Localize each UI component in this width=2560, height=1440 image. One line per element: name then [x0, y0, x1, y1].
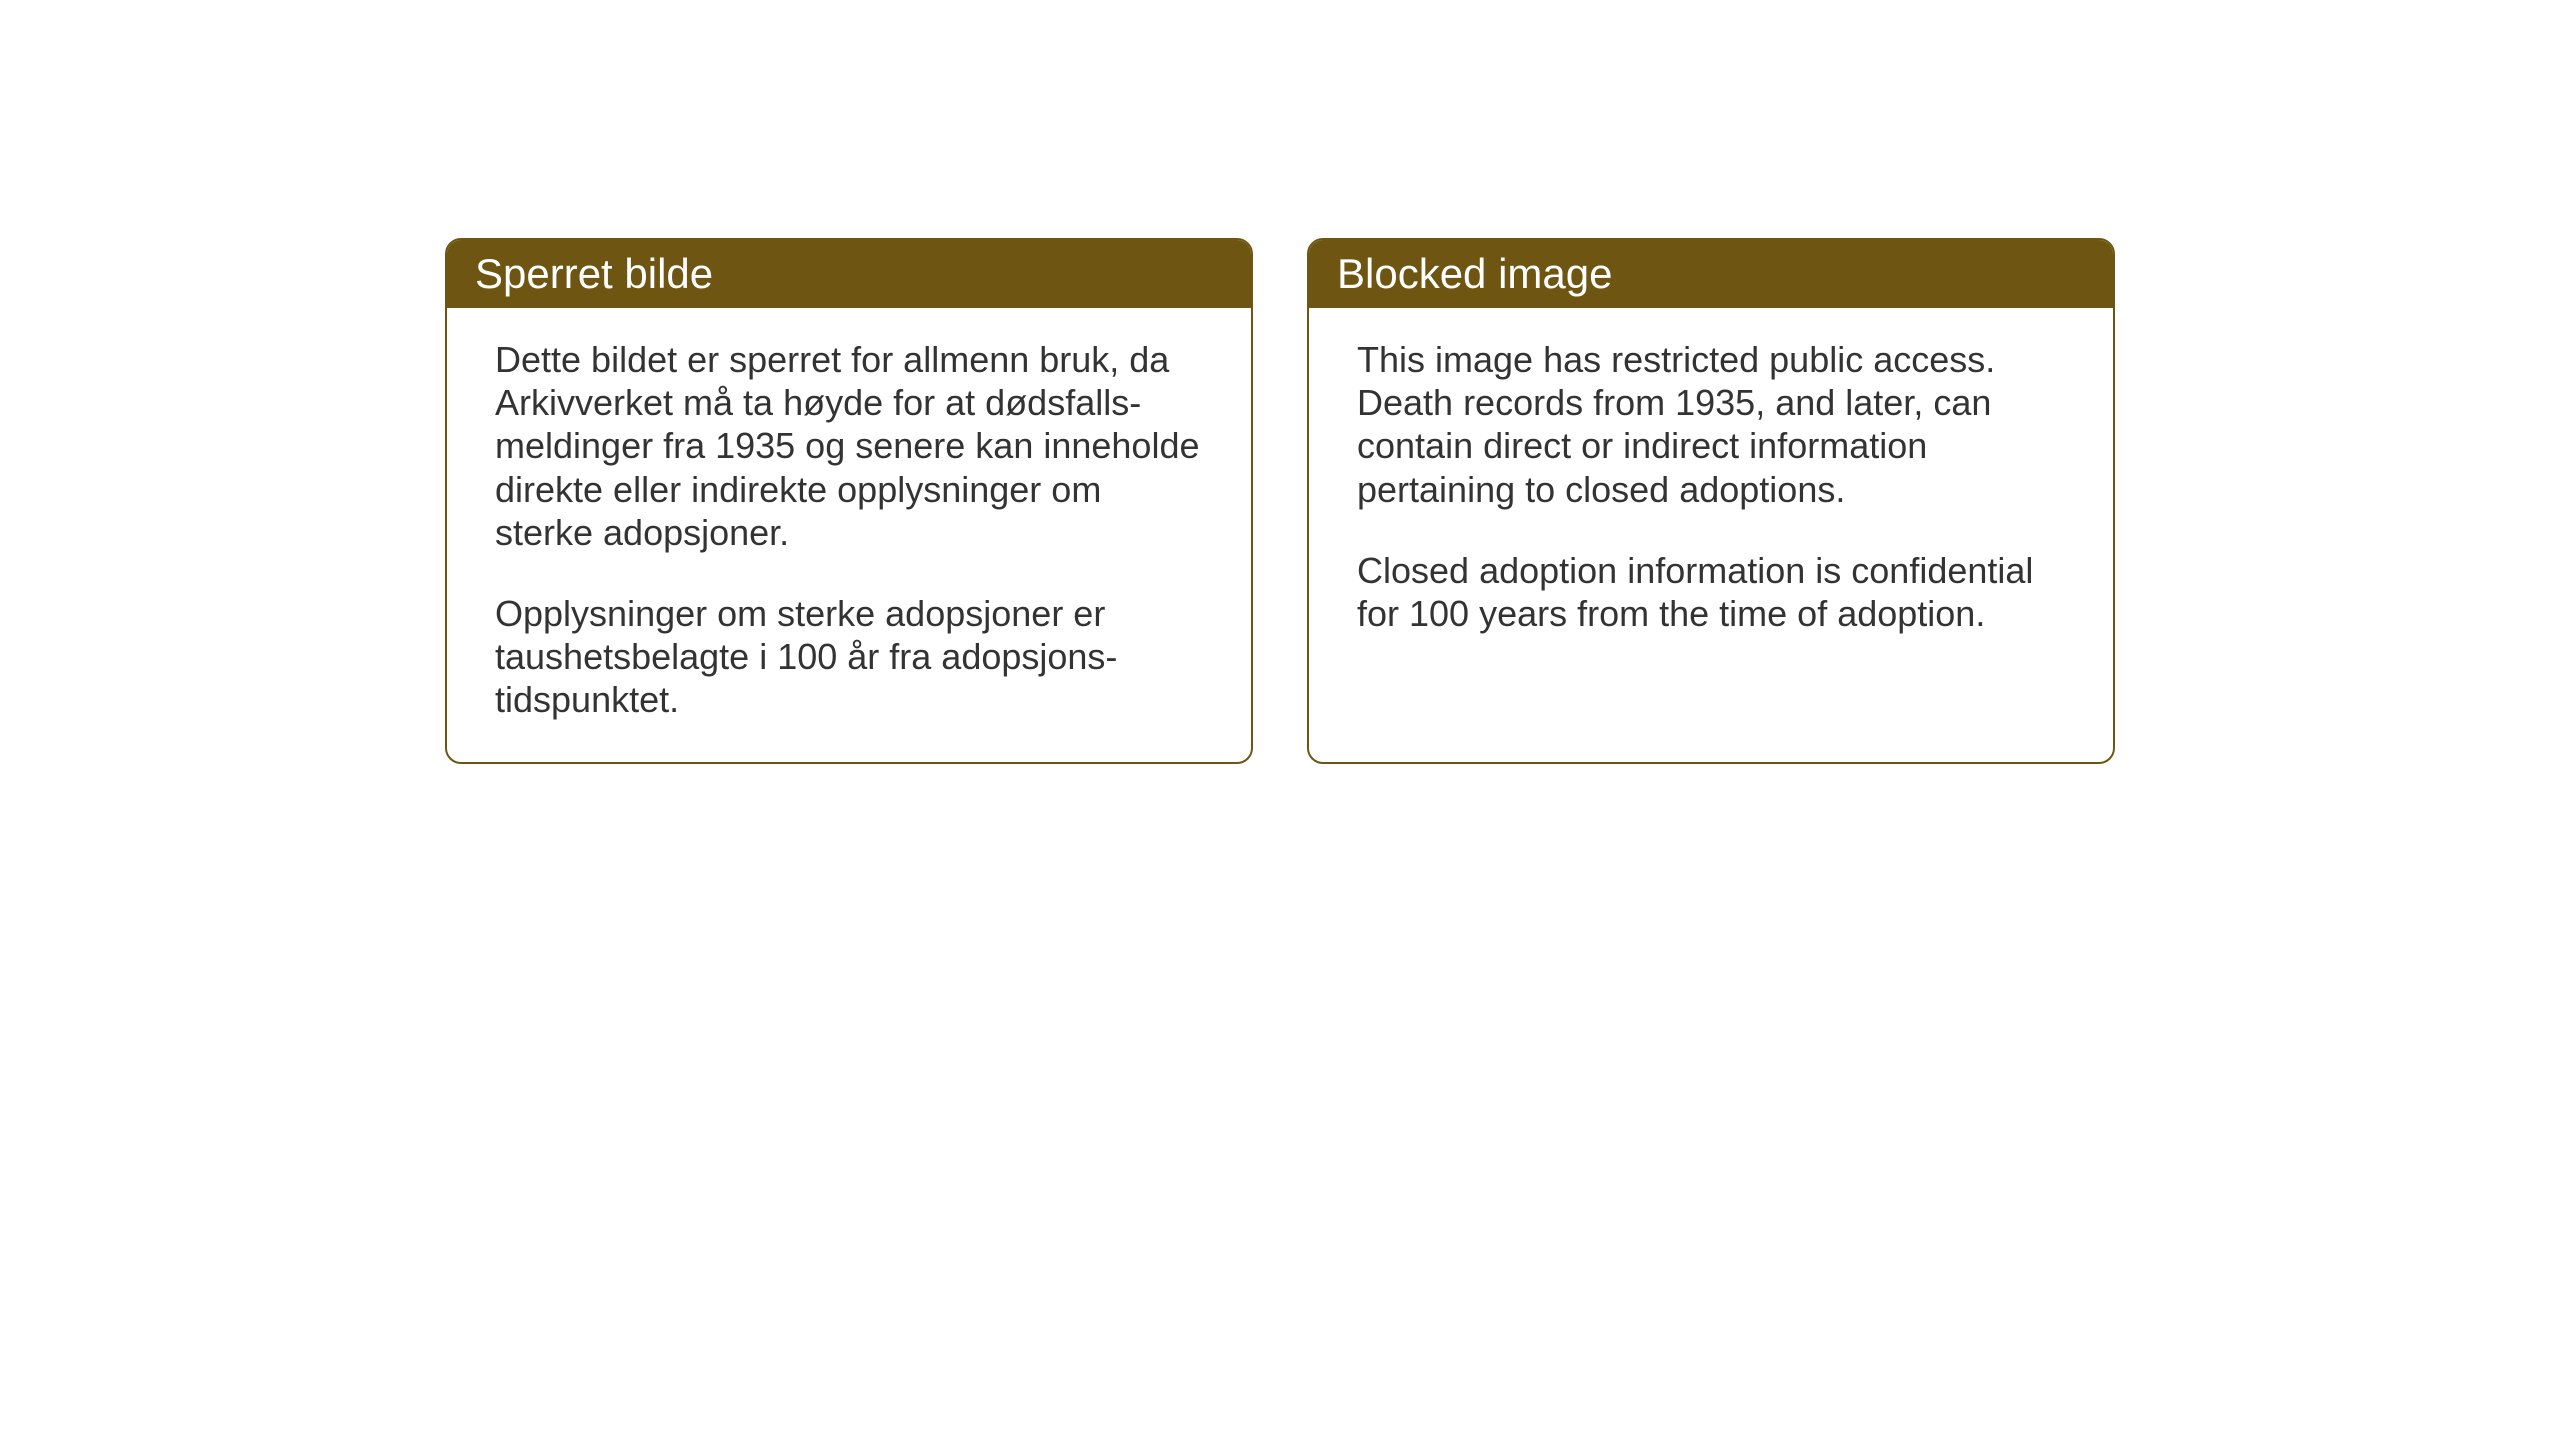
notice-card-english: Blocked image This image has restricted … [1307, 238, 2115, 764]
notice-body-english: This image has restricted public access.… [1309, 308, 2113, 675]
notice-body-norwegian: Dette bildet er sperret for allmenn bruk… [447, 308, 1251, 762]
notice-paragraph-1-norwegian: Dette bildet er sperret for allmenn bruk… [495, 338, 1203, 554]
notice-container: Sperret bilde Dette bildet er sperret fo… [0, 0, 2560, 764]
notice-header-english: Blocked image [1309, 240, 2113, 308]
notice-header-norwegian: Sperret bilde [447, 240, 1251, 308]
notice-paragraph-2-english: Closed adoption information is confident… [1357, 549, 2065, 635]
notice-card-norwegian: Sperret bilde Dette bildet er sperret fo… [445, 238, 1253, 764]
notice-paragraph-1-english: This image has restricted public access.… [1357, 338, 2065, 511]
notice-paragraph-2-norwegian: Opplysninger om sterke adopsjoner er tau… [495, 592, 1203, 722]
